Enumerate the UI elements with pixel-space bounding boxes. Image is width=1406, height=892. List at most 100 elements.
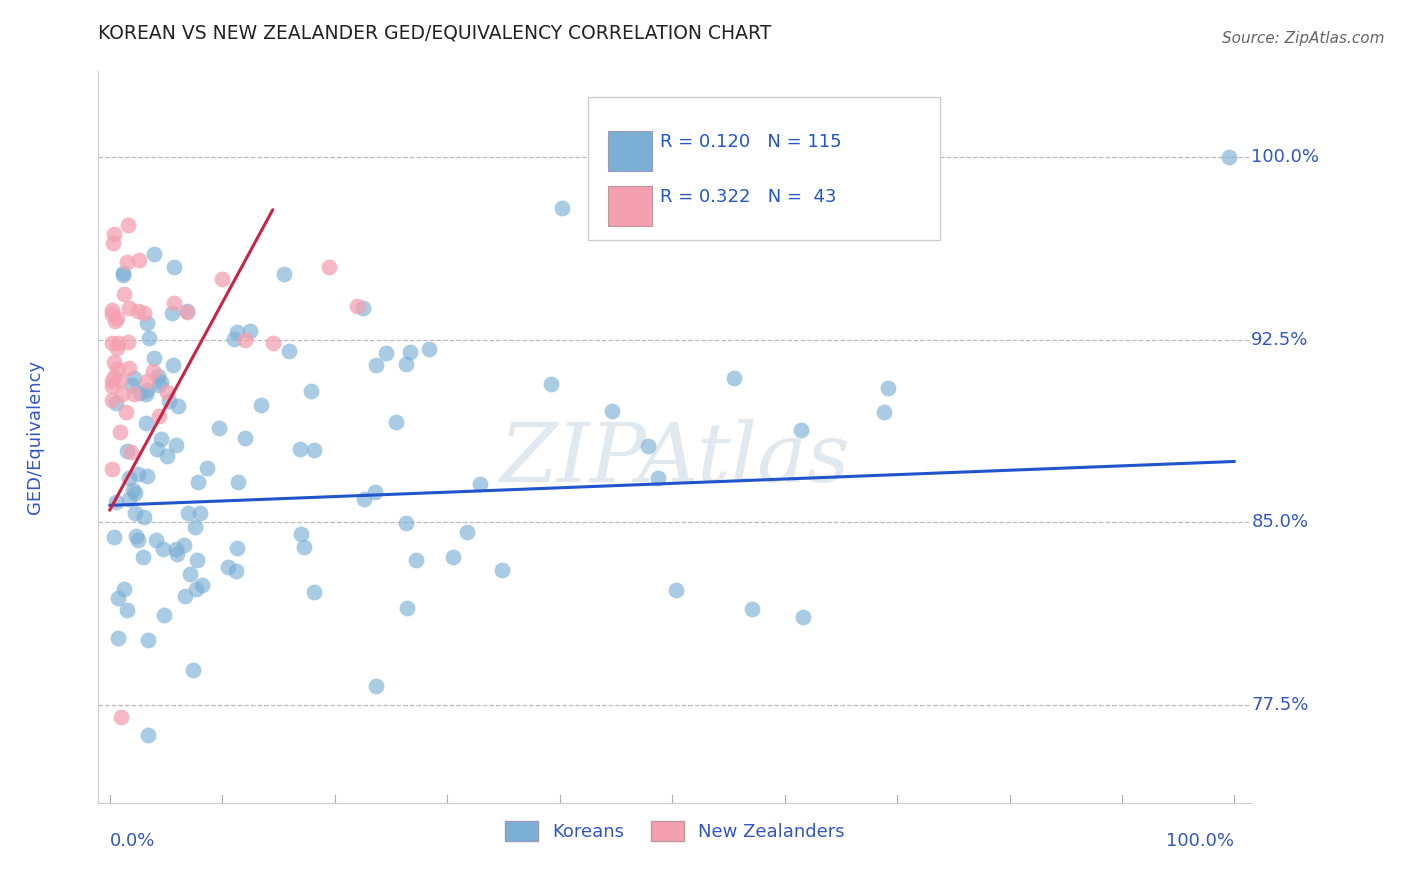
Text: KOREAN VS NEW ZEALANDER GED/EQUIVALENCY CORRELATION CHART: KOREAN VS NEW ZEALANDER GED/EQUIVALENCY …: [98, 23, 772, 42]
Point: [129, 385, 152, 400]
Point: [101, 392, 124, 407]
Text: ZIPAtlas: ZIPAtlas: [499, 419, 851, 499]
Text: Source: ZipAtlas.com: Source: ZipAtlas.com: [1222, 31, 1385, 46]
Point: [143, 247, 166, 261]
Point: [107, 336, 129, 351]
Point: [396, 601, 419, 615]
Point: [112, 286, 135, 301]
Point: [127, 467, 149, 481]
Point: [135, 416, 157, 430]
Point: [148, 377, 170, 392]
Point: [127, 533, 149, 547]
Point: [138, 331, 160, 345]
Point: [418, 342, 440, 356]
Point: [195, 461, 218, 475]
Text: R = 0.120   N = 115: R = 0.120 N = 115: [659, 133, 842, 151]
Text: R = 0.322   N =  43: R = 0.322 N = 43: [659, 188, 837, 206]
Point: [233, 334, 256, 348]
Point: [103, 235, 125, 250]
Point: [173, 538, 195, 552]
Point: [186, 582, 208, 596]
Point: [292, 541, 315, 555]
Point: [110, 710, 132, 724]
Point: [302, 584, 325, 599]
Text: 100.0%: 100.0%: [1167, 832, 1234, 850]
Point: [115, 404, 138, 418]
Point: [124, 486, 146, 500]
Point: [235, 431, 257, 445]
Point: [101, 336, 124, 351]
Point: [302, 443, 325, 458]
Point: [262, 335, 284, 350]
Point: [1218, 150, 1240, 164]
Point: [443, 549, 465, 564]
Point: [118, 301, 141, 315]
Point: [176, 506, 198, 520]
Point: [166, 547, 188, 561]
Point: [551, 202, 574, 216]
Point: [540, 376, 562, 391]
Point: [166, 399, 188, 413]
Point: [346, 299, 368, 313]
Point: [101, 374, 124, 388]
Point: [183, 663, 205, 677]
Point: [125, 529, 148, 543]
Point: [364, 358, 387, 372]
Point: [876, 381, 898, 395]
Point: [104, 396, 127, 410]
FancyBboxPatch shape: [607, 186, 652, 226]
Point: [741, 602, 763, 616]
Point: [191, 578, 214, 592]
Point: [364, 485, 387, 500]
Point: [103, 354, 125, 368]
Point: [101, 462, 124, 476]
Point: [152, 541, 174, 556]
Point: [122, 387, 145, 401]
Point: [217, 560, 239, 574]
Point: [101, 379, 124, 393]
Point: [115, 255, 138, 269]
Point: [111, 268, 134, 282]
Point: [491, 564, 513, 578]
Point: [156, 450, 179, 464]
Point: [160, 306, 183, 320]
Point: [353, 492, 375, 507]
Point: [468, 476, 491, 491]
Point: [136, 383, 159, 397]
Point: [249, 398, 271, 412]
Point: [665, 583, 688, 598]
Point: [101, 303, 124, 318]
Point: [145, 442, 167, 457]
Point: [105, 495, 128, 509]
Point: [873, 404, 896, 418]
Point: [225, 541, 247, 555]
Point: [117, 360, 139, 375]
Point: [135, 374, 157, 388]
Point: [115, 603, 138, 617]
Point: [127, 303, 149, 318]
Point: [104, 314, 127, 328]
Point: [112, 266, 135, 280]
Point: [142, 364, 165, 378]
Point: [224, 332, 246, 346]
Point: [105, 362, 128, 376]
Point: [149, 433, 172, 447]
Point: [211, 272, 233, 286]
Text: GED/Equivalency: GED/Equivalency: [25, 360, 44, 514]
Point: [225, 564, 247, 578]
Point: [186, 552, 208, 566]
Point: [107, 631, 129, 645]
Point: [277, 343, 299, 358]
Point: [136, 728, 159, 742]
Point: [366, 679, 388, 693]
Point: [117, 335, 139, 350]
Point: [155, 384, 177, 399]
Point: [157, 394, 180, 409]
Point: [162, 359, 184, 373]
Point: [187, 475, 209, 489]
Point: [118, 471, 141, 485]
Point: [103, 227, 125, 242]
Text: 0.0%: 0.0%: [110, 832, 155, 850]
Text: 100.0%: 100.0%: [1251, 148, 1319, 166]
Point: [122, 483, 145, 497]
